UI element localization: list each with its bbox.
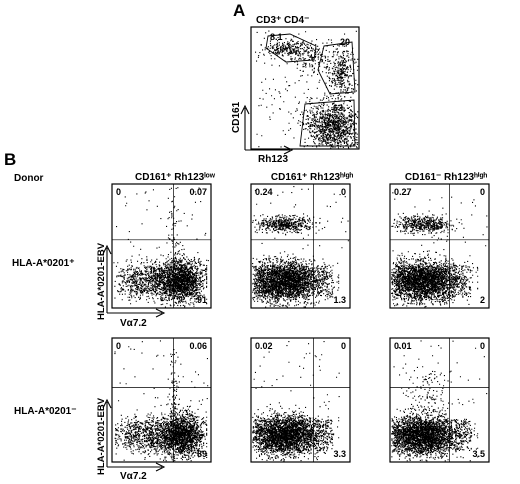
row-label-1: HLA-A*0201⁺ [12,258,75,269]
quadrant-lr-r2-c3: 3.5 [472,449,485,459]
dots-r1-c3 [391,189,488,308]
quadrant-ur-r2-c2: 0 [341,341,346,351]
panel-a-title: CD3⁺ CD4⁻ [256,15,309,26]
donor-header: Donor [14,173,44,184]
frame-r2-c1 [111,337,212,463]
quadrant-ul-r2-c3: 0.01 [394,341,412,351]
quadrant-ur-r2-c1: 0.06 [189,341,207,351]
quadrant-lr-r1-c3: 2 [480,295,485,305]
gate-label-8-1: 8.1 [270,32,283,42]
panel-a-xlabel: Rh123 [258,154,288,165]
quadrant-ul-r1-c1: 0 [116,187,121,197]
dots-r2-c3 [391,340,488,462]
panel-b-label: B [4,150,16,169]
quadrant-ul-r1-c2: 0.24 [255,187,273,197]
quadrant-lr-r1-c1: 91 [197,295,207,305]
gate-label-20: 20 [340,37,350,47]
dots-r1-c2 [252,186,349,308]
frame-r1-c3 [389,183,490,309]
row2-x-arrow [107,462,166,472]
row2-xlabel: Vα7.2 [120,471,147,482]
dots-r1-c1 [113,187,209,308]
gate-cd161pos-rh123low [265,33,317,63]
gate-cd161neg-rh123high [299,99,356,147]
column-title-2: CD161⁺ Rh123ʰⁱᵍʰ [271,171,354,183]
row2-y-arrow [102,398,112,467]
row1-y-arrow [102,244,112,313]
quadrant-ul-r2-c2: 0.02 [255,341,273,351]
row1-xlabel: Vα7.2 [120,318,147,329]
dot-layer [113,30,488,462]
panel-a-dots [255,30,359,149]
panel-a-x-arrow [245,145,294,155]
panel-a-label: A [233,1,245,20]
text-layer: A CD3⁺ CD4⁻ Rh123 CD161 B Donor CD161⁺ R… [4,1,487,482]
quadrant-lr-r1-c2: 1.3 [333,295,346,305]
quadrant-ul-r1-c3: 0.27 [394,187,412,197]
quadrant-ur-r2-c3: 0 [480,341,485,351]
row1-x-arrow [107,308,166,318]
gate-cd161pos-rh123high [317,41,356,95]
quadrant-lr-r2-c1: 89 [197,449,207,459]
frame-r1-c2 [250,183,351,309]
panel-a-ylabel: CD161 [231,101,242,133]
frame-r1-c1 [111,183,212,309]
frame-layer [102,26,490,472]
frame-r2-c3 [389,337,490,463]
quadrant-ur-r1-c1: 0.07 [189,187,207,197]
column-title-1: CD161⁺ Rh123ˡᵒʷ [135,172,216,183]
row1-ylabel: HLA-A*0201-EBV [96,242,107,320]
quadrant-ur-r1-c3: 0 [480,187,485,197]
panel-a-frame [250,26,360,150]
panel-a-y-arrow [240,104,250,150]
dots-r2-c1 [114,340,209,462]
row-label-2: HLA-A*0201⁻ [14,406,77,417]
column-title-3: CD161⁻ Rh123ʰⁱᵍʰ [405,171,488,183]
frame-r2-c2 [250,337,351,463]
quadrant-ur-r1-c2: 0 [341,187,346,197]
dots-r2-c2 [252,341,340,462]
quadrant-lr-r2-c2: 3.3 [333,449,346,459]
row2-ylabel: HLA-A*0201-EBV [96,397,107,475]
gate-label-63: 63 [333,103,343,113]
quadrant-ul-r2-c1: 0 [116,341,121,351]
